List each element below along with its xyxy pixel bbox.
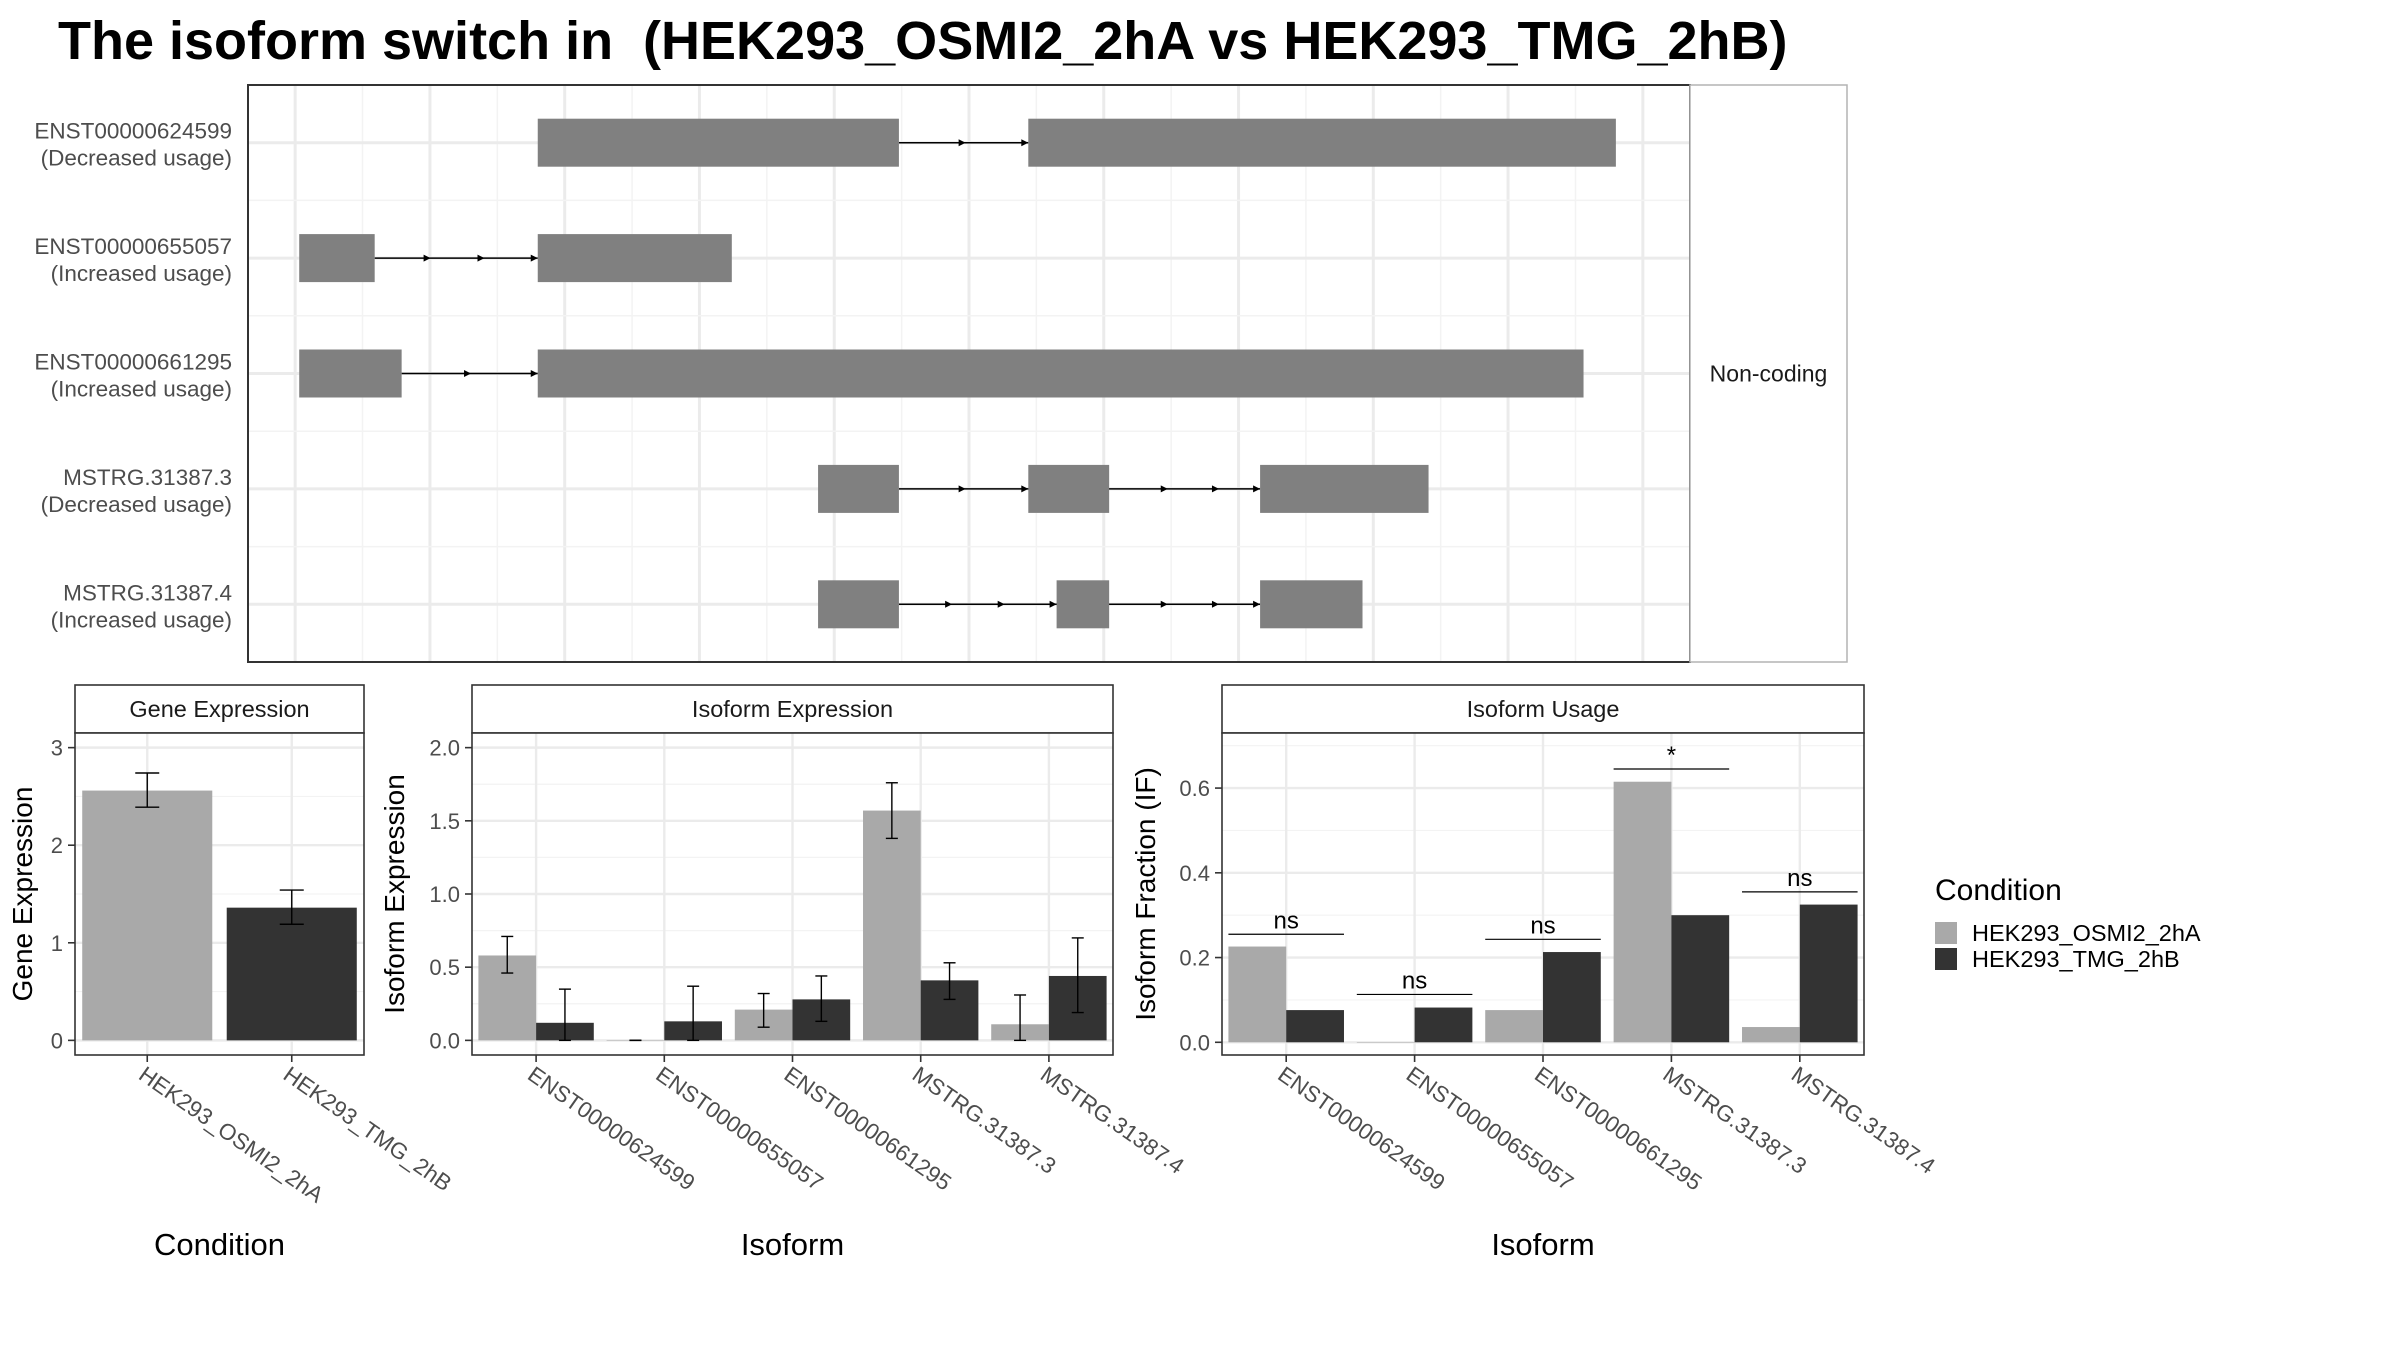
exon-block <box>537 234 732 283</box>
transcript-id-label: MSTRG.31387.4 <box>63 580 232 605</box>
exon-block <box>299 234 375 283</box>
exon-block <box>299 349 402 398</box>
y-tick-label: 0.0 <box>1179 1030 1210 1055</box>
bar <box>1671 915 1730 1043</box>
bar <box>863 810 921 1041</box>
intron-arrow <box>1021 139 1029 147</box>
bar <box>1799 904 1858 1043</box>
significance-label: ns <box>1530 912 1555 939</box>
intron-arrow <box>423 254 431 262</box>
intron-arrow <box>958 485 966 493</box>
y-axis-title: Gene Expression <box>7 787 38 1002</box>
bar <box>1543 952 1601 1043</box>
panel-strip-label: Isoform Usage <box>1467 696 1620 722</box>
y-tick-label: 1 <box>51 931 63 956</box>
panel-strip-label: Gene Expression <box>129 696 309 722</box>
transcript-usage-label: (Increased usage) <box>51 377 232 402</box>
bar <box>1356 1042 1415 1043</box>
x-axis-title: Isoform <box>741 1227 844 1262</box>
intron-arrow <box>1253 485 1261 493</box>
intron-arrow <box>1211 485 1219 493</box>
exon-block <box>1260 464 1429 513</box>
intron-arrow <box>530 254 538 262</box>
gene-structure-panel: ENST00000624599(Decreased usage)ENST0000… <box>34 84 1848 663</box>
significance-label: * <box>1667 742 1676 769</box>
y-tick-label: 0.4 <box>1179 861 1210 886</box>
intron-arrow <box>1211 600 1219 608</box>
intron-arrow <box>464 370 472 377</box>
y-tick-label: 0.6 <box>1179 776 1210 801</box>
exon-block <box>537 349 1584 398</box>
significance-label: ns <box>1274 907 1299 934</box>
transcript-id-label: ENST00000661295 <box>34 350 232 375</box>
significance-label: ns <box>1402 967 1427 994</box>
bar <box>1228 946 1287 1043</box>
significance-label: ns <box>1787 865 1812 892</box>
transcript-usage-label: (Increased usage) <box>51 261 232 286</box>
legend-entry-label: HEK293_TMG_2hB <box>1972 946 2180 972</box>
exon-block <box>1028 464 1110 513</box>
y-tick-label: 0.0 <box>429 1028 460 1053</box>
intron-arrow <box>1049 600 1057 608</box>
exon-block <box>818 464 899 513</box>
isoform-expression-panel: Isoform Expression0.00.51.01.52.0ENST000… <box>379 684 1189 1262</box>
bar <box>82 790 213 1041</box>
panel-strip-box <box>1221 684 1865 734</box>
transcript-id-label: ENST00000655057 <box>34 234 232 259</box>
panel-strip-label: Isoform Expression <box>692 696 893 722</box>
exon-block <box>537 118 899 167</box>
y-tick-label: 0.2 <box>1179 946 1210 971</box>
legend-swatch <box>1935 948 1957 970</box>
transcript-usage-label: (Decreased usage) <box>41 146 232 171</box>
y-tick-label: 1.0 <box>429 882 460 907</box>
bar <box>1485 1010 1543 1043</box>
transcript-id-label: ENST00000624599 <box>34 119 232 144</box>
intron-arrow <box>1160 485 1168 493</box>
panel-border <box>74 732 365 1056</box>
y-tick-label: 2.0 <box>429 736 460 761</box>
y-tick-label: 1.5 <box>429 809 460 834</box>
bar <box>1742 1027 1800 1043</box>
intron-arrow <box>1160 600 1168 608</box>
intron-arrow <box>945 600 953 608</box>
strip-label-non-coding: Non-coding <box>1710 361 1828 387</box>
y-axis-title: Isoform Fraction (IF) <box>1130 767 1161 1021</box>
x-tick-label: MSTRG.31387.4 <box>1036 1062 1189 1179</box>
legend-entry-label: HEK293_OSMI2_2hA <box>1972 920 2201 946</box>
bar <box>226 907 357 1041</box>
intron-arrow <box>1253 600 1261 608</box>
panel-strip-box <box>74 684 365 734</box>
bar <box>1414 1007 1473 1043</box>
y-tick-label: 0.5 <box>429 955 460 980</box>
x-axis-title: Isoform <box>1491 1227 1594 1262</box>
legend-swatch <box>1935 922 1957 944</box>
transcript-usage-label: (Decreased usage) <box>41 492 232 517</box>
transcript-id-label: MSTRG.31387.3 <box>63 465 232 490</box>
exon-block <box>1056 580 1110 629</box>
y-tick-label: 2 <box>51 833 63 858</box>
intron-arrow <box>530 370 538 377</box>
intron-arrow <box>997 600 1005 608</box>
intron-arrow <box>1021 485 1029 493</box>
x-tick-label: MSTRG.31387.4 <box>1787 1062 1940 1179</box>
structure-strip-box <box>1689 84 1848 663</box>
legend-title: Condition <box>1935 874 2062 907</box>
intron-arrow <box>958 139 966 147</box>
y-tick-label: 3 <box>51 736 63 761</box>
exon-block <box>818 580 899 629</box>
y-axis-title: Isoform Expression <box>379 774 410 1014</box>
intron-arrow <box>477 254 485 262</box>
plot-title: The isoform switch in (HEK293_OSMI2_2hA … <box>58 11 1788 71</box>
isoform-usage-panel: Isoform Usagensnsns*ns0.00.20.40.6ENST00… <box>1130 684 1940 1262</box>
exon-block <box>1260 580 1363 629</box>
y-tick-label: 0 <box>51 1028 63 1053</box>
transcript-usage-label: (Increased usage) <box>51 607 232 632</box>
exon-block <box>1028 118 1616 167</box>
bar <box>1286 1010 1344 1043</box>
bar <box>1613 781 1672 1043</box>
x-axis-title: Condition <box>154 1227 285 1262</box>
